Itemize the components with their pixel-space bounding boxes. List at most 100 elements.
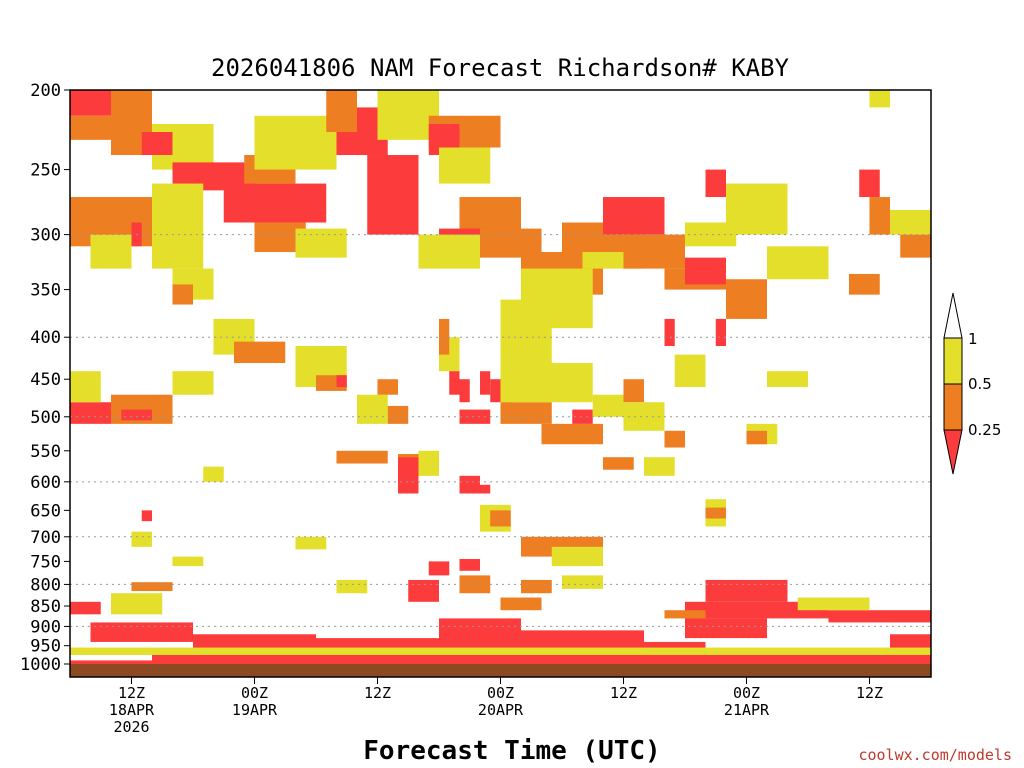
x-tick-label-1-2: 19APR [232, 701, 278, 719]
heatmap-cell-112 [70, 601, 101, 615]
heatmap-cell-45 [869, 90, 890, 108]
heatmap-cell-58 [357, 394, 388, 424]
heatmap-cell-34 [685, 257, 726, 285]
heatmap-cell-74 [623, 379, 644, 403]
heatmap-cell-32 [623, 234, 685, 269]
heatmap-cell-73 [592, 394, 624, 417]
heatmap-cell-59 [377, 379, 398, 395]
heatmap-cell-0 [70, 90, 111, 116]
heatmap-cell-8 [254, 115, 337, 170]
colorbar: 1 0.5 0.25 [943, 292, 1001, 475]
heatmap-cell-110 [131, 582, 173, 592]
colorbar-bin-orange [943, 383, 963, 431]
colorbar-label-0: 1 [968, 330, 978, 348]
heatmap-cell-101 [203, 466, 224, 482]
x-tick-label-5-2: 21APR [724, 701, 770, 719]
y-tick-label-750: 750 [30, 552, 61, 572]
heatmap-cell-87 [418, 450, 439, 476]
y-tick-label-650: 650 [30, 501, 61, 521]
heatmap-cell-22 [439, 147, 491, 184]
heatmap-cell-108 [562, 575, 603, 589]
y-tick-label-800: 800 [30, 575, 61, 595]
y-axis: 200 250 300 350 400 450 500 550 600 650 700 750 8008… [20, 81, 70, 675]
heatmap-cell-15 [295, 228, 347, 258]
colorbar-arrow-bottom [943, 429, 963, 475]
heatmap-cell-46 [70, 402, 111, 424]
x-tick-label-4-1: 12Z [610, 684, 637, 702]
heatmap-cell-26 [418, 234, 480, 269]
heatmap-cell-113 [705, 579, 788, 602]
heatmap-cell-39 [767, 246, 829, 280]
heatmap-cell-42 [890, 210, 931, 235]
heatmap-cell-86 [398, 457, 419, 494]
heatmap-cell-41 [869, 197, 890, 235]
heatmap-cell-62 [439, 318, 450, 355]
y-tick-label-900: 900 [30, 617, 61, 637]
heatmap-cell-60 [387, 405, 409, 424]
heatmap-cell-70 [541, 363, 593, 403]
heatmap-cell-122 [439, 618, 521, 650]
colorbar-arrow-top [943, 292, 963, 339]
heatmap-cell-10 [152, 183, 204, 269]
heatmap-cell-115 [685, 618, 767, 639]
heatmap-cell-6 [223, 183, 327, 223]
heatmap-cell-68 [500, 402, 552, 424]
heatmap-cell-99 [172, 556, 204, 567]
y-tick-label-1000: 1000 [20, 655, 61, 675]
heatmap-cell-78 [664, 318, 675, 347]
x-tick-label-0-1: 12Z [118, 684, 145, 702]
heatmap-cell-94 [551, 546, 603, 567]
y-tick-label-700: 700 [30, 528, 61, 548]
chart-title: 2026041806 NAM Forecast Richardson# KABY [211, 54, 790, 82]
heatmap-cell-48 [121, 409, 152, 421]
heatmap-cell-35 [685, 222, 737, 247]
heatmap-cell-64 [459, 379, 470, 403]
x-tick-label-2-1: 12Z [364, 684, 391, 702]
heatmap-cell-90 [480, 484, 491, 494]
x-tick-label-5-1: 00Z [733, 684, 760, 702]
heatmap-cell-97 [131, 531, 152, 547]
y-tick-label-250: 250 [30, 161, 61, 181]
heatmap-cell-31 [603, 197, 665, 235]
heatmap-cell-63 [449, 371, 460, 395]
x-tick-label-6-1: 12Z [856, 684, 883, 702]
heatmap-cell-103 [459, 559, 480, 571]
heatmap-cell-98 [141, 510, 152, 522]
credit-text: coolwx.com/models [858, 746, 1012, 764]
colorbar-label-2: 0.25 [968, 421, 1001, 439]
heatmap-cell-71 [541, 423, 603, 445]
heatmap-cell-120 [193, 634, 316, 650]
heatmap-cell-23 [459, 197, 521, 235]
heatmap-cell-40 [859, 169, 880, 198]
y-tick-label-850: 850 [30, 597, 61, 617]
y-tick-label-600: 600 [30, 473, 61, 493]
heatmap-cell-117 [828, 610, 931, 623]
heatmap-cell-38 [726, 279, 767, 319]
heatmap-cell-65 [480, 371, 491, 395]
x-axis-label: Forecast Time (UTC) [363, 736, 660, 766]
heatmap-cell-75 [623, 402, 665, 431]
y-tick-label-200: 200 [30, 81, 61, 101]
heatmap-cell-57 [336, 375, 347, 388]
x-tick-label-0-2: 18APR [109, 701, 155, 719]
x-tick-label-1-1: 00Z [241, 684, 268, 702]
heatmap-cell-79 [715, 318, 726, 347]
heatmap-cell-96 [705, 507, 726, 519]
heatmap-cell-67 [459, 409, 491, 424]
heatmap-cell-118 [797, 597, 870, 611]
heatmap-cell-43 [900, 234, 931, 258]
y-tick-label-950: 950 [30, 637, 61, 657]
heatmap-cell-17 [367, 155, 419, 235]
heatmap-cell-18 [326, 90, 357, 133]
heatmap-cell-84 [664, 430, 685, 448]
y-tick-label-400: 400 [30, 328, 61, 348]
heatmap-cell-105 [408, 579, 439, 602]
heatmap-cell-104 [459, 575, 491, 594]
x-tick-label-3-1: 00Z [487, 684, 514, 702]
heatmap-cell-116 [664, 610, 706, 619]
y-tick-label-500: 500 [30, 408, 61, 428]
heatmap-cell-36 [705, 169, 726, 198]
x-tick-label-3-2: 20APR [478, 701, 524, 719]
